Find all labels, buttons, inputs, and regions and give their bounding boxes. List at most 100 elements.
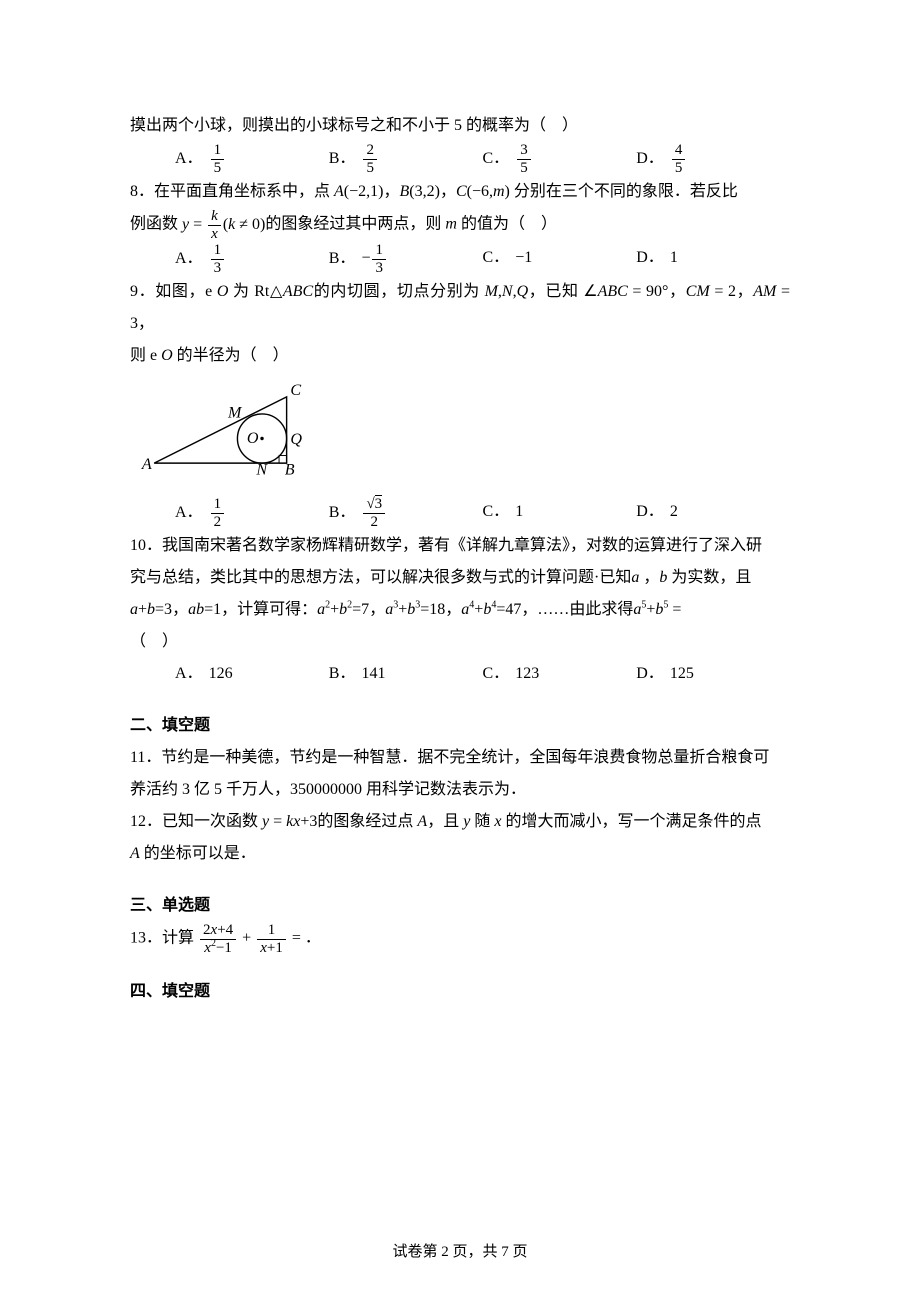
val: 125 — [670, 665, 694, 682]
frac: 12 — [211, 496, 225, 530]
ab: b — [659, 569, 671, 586]
text: ， — [138, 315, 154, 332]
label-b: B — [285, 461, 295, 478]
label-o: O — [247, 430, 259, 447]
text: ， — [172, 601, 188, 618]
text: 的增大而减小，写一个满足条件的点 — [501, 813, 761, 830]
q10-line1: 10．我国南宋著名数学家杨辉精研数学，著有《详解九章算法》，对数的运算进行了深入… — [130, 530, 790, 562]
q11-line2: 养活约 3 亿 5 千万人，350000000 用科学记数法表示为． — [130, 774, 790, 806]
text: ，……由此求得 — [521, 601, 633, 618]
label-a: A — [141, 456, 152, 473]
eq: = — [292, 930, 301, 947]
text: 例函数 — [130, 216, 182, 233]
q8-opt-a: A．13 — [175, 242, 329, 276]
text: 分别在三个不同的象限．若反比 — [514, 183, 738, 200]
text: 则 e — [130, 347, 161, 364]
label-b: B． — [329, 497, 356, 529]
text: ，计算可得： — [221, 601, 317, 618]
func: y = kx(k ≠ 0) — [182, 216, 265, 233]
frac: 13 — [211, 242, 225, 276]
q9-line2: 则 e O 的半径为（ ） — [130, 340, 790, 372]
q9-options: A．12 B．√32 C．1 D．2 — [130, 496, 790, 530]
q13: 13．计算 2x+4x2−1 + 1x+1 = ． — [130, 922, 790, 956]
label-d: D． — [636, 143, 664, 175]
coords-c: (−6,m) — [467, 183, 510, 200]
label-a: A． — [175, 143, 203, 175]
val: 1 — [670, 249, 678, 266]
label-m: M — [227, 405, 243, 422]
eq5: a4+b4=47 — [461, 601, 521, 618]
q8-opt-d: D．1 — [636, 242, 790, 276]
val: 126 — [209, 665, 233, 682]
val: 2 — [670, 503, 678, 520]
q10-opt-c: C．123 — [483, 658, 637, 690]
label-a: A． — [175, 497, 203, 529]
frac2: 1x+1 — [257, 922, 286, 956]
abc: ABC — [283, 283, 313, 300]
frac: 15 — [211, 142, 225, 176]
q9-opt-d: D． 2 — [636, 496, 790, 530]
frac: 35 — [517, 142, 531, 176]
q12-line2: A 的坐标可以是． — [130, 838, 790, 870]
section-3-title: 三、单选题 — [130, 890, 790, 922]
label-d: D． — [636, 658, 664, 690]
ab: a — [631, 569, 643, 586]
text: 的值为（ ） — [457, 216, 557, 233]
label-c: C — [290, 382, 301, 399]
q8-options: A．13 B．−13 C．−1 D．1 — [130, 242, 790, 276]
point-c: C — [456, 183, 467, 200]
q7-stem: 摸出两个小球，则摸出的小球标号之和不小于 5 的概率为（ ） — [130, 110, 790, 142]
text: 9．如图，e — [130, 283, 217, 300]
q7-opt-c: C．35 — [483, 142, 637, 176]
val: −1 — [515, 249, 532, 266]
triangle-incircle-svg: A B C M N O Q — [140, 380, 315, 480]
label-c: C． — [483, 658, 510, 690]
eq1: a+b=3 — [130, 601, 172, 618]
plus: + — [242, 930, 251, 947]
func: y = kx+3 — [262, 813, 317, 830]
label-c: C． — [483, 496, 510, 528]
frac: √32 — [363, 496, 385, 530]
q9-opt-a: A．12 — [175, 496, 329, 530]
text: ， — [668, 283, 685, 300]
center-dot — [260, 437, 263, 440]
var-o: O — [161, 347, 173, 364]
text: 8．在平面直角坐标系中，点 — [130, 183, 334, 200]
triangle — [154, 397, 286, 463]
label-n: N — [255, 461, 268, 478]
label-d: D． — [636, 496, 664, 528]
angle: ∠ABC = 90° — [583, 283, 668, 300]
label-a: A． — [175, 243, 203, 275]
text: ，已知 — [528, 283, 583, 300]
coords-b: (3,2) — [409, 183, 440, 200]
label-c: C． — [483, 143, 510, 175]
q10-line2: 究与总结，类比其中的思想方法，可以解决很多数与式的计算问题·已知a ，b 为实数… — [130, 562, 790, 594]
q10-options: A．126 B．141 C．123 D．125 — [130, 658, 790, 690]
q10-line3: a+b=3，ab=1，计算可得：a2+b2=7，a3+b3=18，a4+b4=4… — [130, 594, 790, 626]
neg: − — [361, 250, 370, 267]
label-q: Q — [290, 431, 302, 448]
point-a: A — [334, 183, 344, 200]
text: 随 — [470, 813, 494, 830]
label-a: A． — [175, 658, 203, 690]
text: ，且 — [427, 813, 463, 830]
text: 12．已知一次函数 — [130, 813, 262, 830]
text: ， — [445, 601, 461, 618]
var-a: A — [130, 845, 140, 862]
text: 13．计算 — [130, 930, 194, 947]
mnq: N — [502, 283, 513, 300]
q8-line2: 例函数 y = kx(k ≠ 0)的图象经过其中两点，则 m 的值为（ ） — [130, 208, 790, 242]
label-b: B． — [329, 243, 356, 275]
q10-opt-a: A． 126 — [175, 658, 329, 690]
eq6: a5+b5 = — [633, 601, 681, 618]
frac: 25 — [363, 142, 377, 176]
eq3: a2+b2=7 — [317, 601, 369, 618]
frac: 13 — [372, 242, 386, 276]
q8-opt-c: C．−1 — [483, 242, 637, 276]
q10-line4: （ ） — [130, 626, 790, 658]
page-footer: 试卷第 2 页，共 7 页 — [0, 1237, 920, 1267]
text: ， — [736, 283, 753, 300]
q8-opt-b: B．−13 — [329, 242, 483, 276]
q7-options: A．15 B．25 C．35 D．45 — [130, 142, 790, 176]
text: 的内切圆，切点分别为 — [313, 283, 484, 300]
